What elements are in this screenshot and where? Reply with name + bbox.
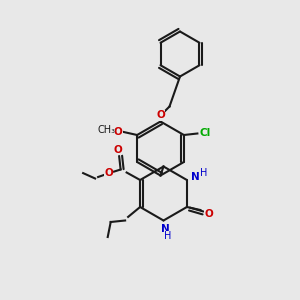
- Text: N: N: [191, 172, 200, 182]
- Text: O: O: [156, 110, 165, 121]
- Text: Cl: Cl: [199, 128, 211, 139]
- Text: H: H: [164, 231, 172, 242]
- Text: N: N: [160, 224, 169, 234]
- Text: H: H: [200, 168, 207, 178]
- Text: O: O: [113, 127, 122, 137]
- Text: O: O: [113, 145, 122, 155]
- Text: O: O: [104, 167, 113, 178]
- Text: O: O: [204, 209, 213, 219]
- Text: CH₃: CH₃: [97, 125, 115, 136]
